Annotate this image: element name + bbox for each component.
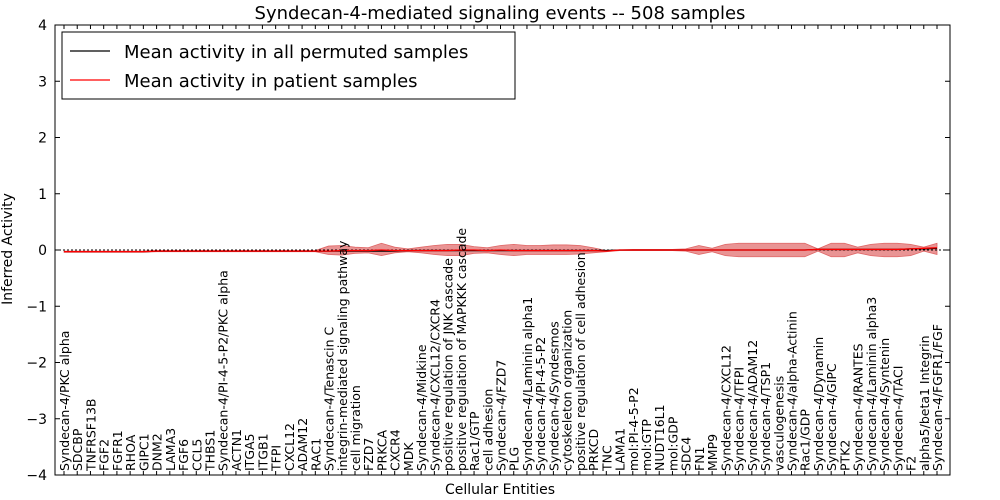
y-tick-label: −1 [26, 299, 47, 315]
category-label: Syndecan-4/ADAM12 [745, 340, 760, 471]
category-label: Syndecan-4/GIPC [824, 363, 839, 471]
category-label: Syndecan-4/CXCL12/CXCR4 [427, 299, 442, 471]
category-label: Syndecan-4/TFPI [732, 367, 747, 471]
category-label: SDC4 [679, 437, 694, 471]
plot-frame [54, 24, 951, 476]
series-layer [55, 247, 950, 253]
category-label: CXCR4 [388, 429, 403, 471]
category-label: F2 [904, 456, 919, 471]
category-label: PRKCD [586, 429, 601, 471]
legend: Mean activity in all permuted samples Me… [61, 31, 516, 100]
category-label: mol:PI-4-5-P2 [626, 387, 641, 471]
series-line-patient [64, 247, 938, 253]
y-axis-label: Inferred Activity [0, 193, 16, 305]
category-label: GIPC1 [136, 433, 151, 471]
y-tick-label: −4 [26, 468, 47, 484]
category-label: LAMA3 [163, 428, 178, 471]
y-tick-label: 4 [38, 18, 47, 34]
category-label: cytoskeleton organization [560, 310, 575, 471]
category-label: FGF6 [176, 439, 191, 471]
category-label: TFPI [269, 445, 284, 472]
category-label: Syndecan-4/TSP1 [758, 362, 773, 471]
y-tick-label: 1 [38, 187, 47, 203]
category-label: Syndecan-4/PI-4-5-P2 [533, 337, 548, 471]
category-label: Syndecan-4/Laminin alpha3 [864, 297, 879, 471]
category-label: Syndecan-4/FGFR1/FGF [930, 324, 945, 471]
category-label: Syndecan-4/RANTES [851, 343, 866, 471]
category-label: Syndecan-4/FZD7 [494, 360, 509, 471]
category-label: alpha5/beta1 Integrin [917, 335, 932, 471]
category-label: Syndecan-4/Syndesmos [546, 321, 561, 471]
category-label: MDK [401, 442, 416, 471]
category-label: Syndecan-4/TACI [890, 366, 905, 471]
y-tick-label: −2 [26, 356, 47, 372]
category-label: mol:GDP [665, 416, 680, 471]
category-label: TNFRSF13B [83, 399, 98, 472]
legend-label-permuted: Mean activity in all permuted samples [124, 42, 468, 63]
legend-box [61, 31, 516, 100]
category-label: cell adhesion [480, 389, 495, 471]
category-label: FGF2 [97, 439, 112, 471]
category-label: positive regulation of cell adhesion [573, 252, 588, 471]
category-label: FN1 [692, 447, 707, 472]
category-label: TNC [599, 445, 614, 472]
category-label: ADAM12 [295, 418, 310, 471]
category-label: ACTN1 [229, 429, 244, 471]
chart-title: Syndecan-4-mediated signaling events -- … [255, 3, 746, 24]
category-label: cell migration [348, 385, 363, 471]
legend-label-patient: Mean activity in patient samples [124, 71, 418, 92]
category-label: ITGB1 [255, 433, 270, 471]
category-label: Syndecan-4/Syntenin [877, 338, 892, 471]
category-label: SDCBP [70, 428, 85, 471]
category-label: Syndecan-4/PI-4-5-P2/PKC alpha [216, 270, 231, 471]
category-label: Syndecan-4/Midkine [414, 344, 429, 471]
category-label: mol:GTP [639, 419, 654, 471]
category-label: PRKCA [374, 430, 389, 471]
category-label: Syndecan-4/PKC alpha [57, 331, 72, 471]
y-tick-label: 2 [38, 131, 47, 147]
category-label: Rac1/GTP [467, 411, 482, 471]
category-label: FGFR1 [110, 430, 125, 471]
category-label: Syndecan-4/CXCL12 [718, 345, 733, 471]
category-label: THBS1 [203, 430, 218, 472]
category-label: PLG [507, 447, 522, 471]
category-label: Syndecan-4/Tenascin C [322, 326, 337, 471]
category-label: DNM2 [150, 433, 165, 471]
y-tick-label: 0 [38, 243, 47, 259]
category-label: positive regulation of MAPKKK cascade [454, 228, 469, 471]
x-axis-label: Cellular Entities [445, 482, 555, 498]
category-label: integrin-mediated signaling pathway [335, 240, 350, 471]
tick-layer: 4 3 2 1 0 −1 −2 −3 −4 [26, 18, 950, 484]
category-label: Rac1/GDP [798, 409, 813, 471]
category-label-layer: Syndecan-4/PKC alphaSDCBPTNFRSF13BFGF2FG… [57, 228, 945, 472]
category-label: Syndecan-4/alpha-Actinin [785, 311, 800, 471]
category-label: FZD7 [361, 438, 376, 471]
category-label: ITGA5 [242, 433, 257, 471]
category-label: LAMA1 [613, 428, 628, 471]
y-tick-label: 3 [38, 74, 47, 90]
category-label: CXCL12 [282, 423, 297, 471]
category-label: RAC1 [308, 438, 323, 471]
category-label: CCL5 [189, 439, 204, 471]
category-label: NUDT16L1 [652, 404, 667, 471]
y-tick-label: −3 [26, 412, 47, 428]
category-label: PTK2 [837, 440, 852, 471]
category-label: Syndecan-4/Laminin alpha1 [520, 297, 535, 471]
category-label: RHOA [123, 434, 138, 471]
category-label: positive regulation of JNK cascade [441, 258, 456, 471]
category-label: vasculogenesis [771, 376, 786, 471]
category-label: Syndecan-4/Dynamin [811, 337, 826, 471]
category-label: MMP9 [705, 434, 720, 471]
